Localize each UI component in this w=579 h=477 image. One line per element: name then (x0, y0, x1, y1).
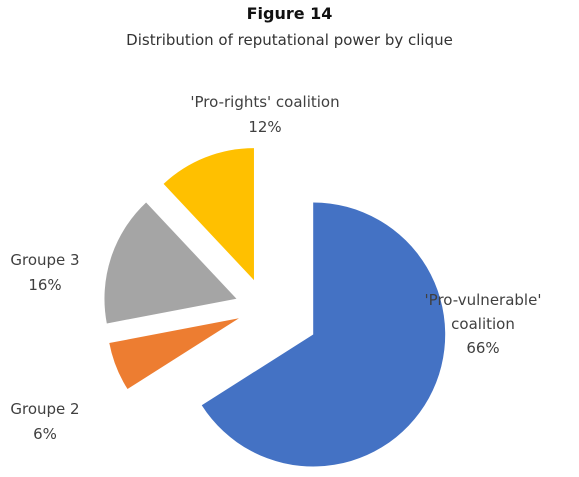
slice-label: 'Pro-vulnerable' coalition (424, 291, 542, 333)
pie-slice (163, 148, 254, 281)
chart-title: Figure 14 (246, 4, 333, 23)
pie-slice (104, 202, 237, 324)
slice-value-label: 6% (33, 425, 57, 443)
slice-value-label: 12% (248, 118, 282, 136)
slice-label: 'Pro-rights' coalition (190, 93, 340, 111)
slice-value-label: 16% (28, 276, 62, 294)
slice-label: Groupe 2 (10, 400, 80, 418)
pie-slice (109, 318, 239, 390)
chart-subtitle: Distribution of reputational power by cl… (126, 31, 453, 49)
pie-slice (201, 202, 446, 467)
slice-value-label: 66% (466, 339, 500, 357)
slice-label: Groupe 3 (10, 251, 80, 269)
